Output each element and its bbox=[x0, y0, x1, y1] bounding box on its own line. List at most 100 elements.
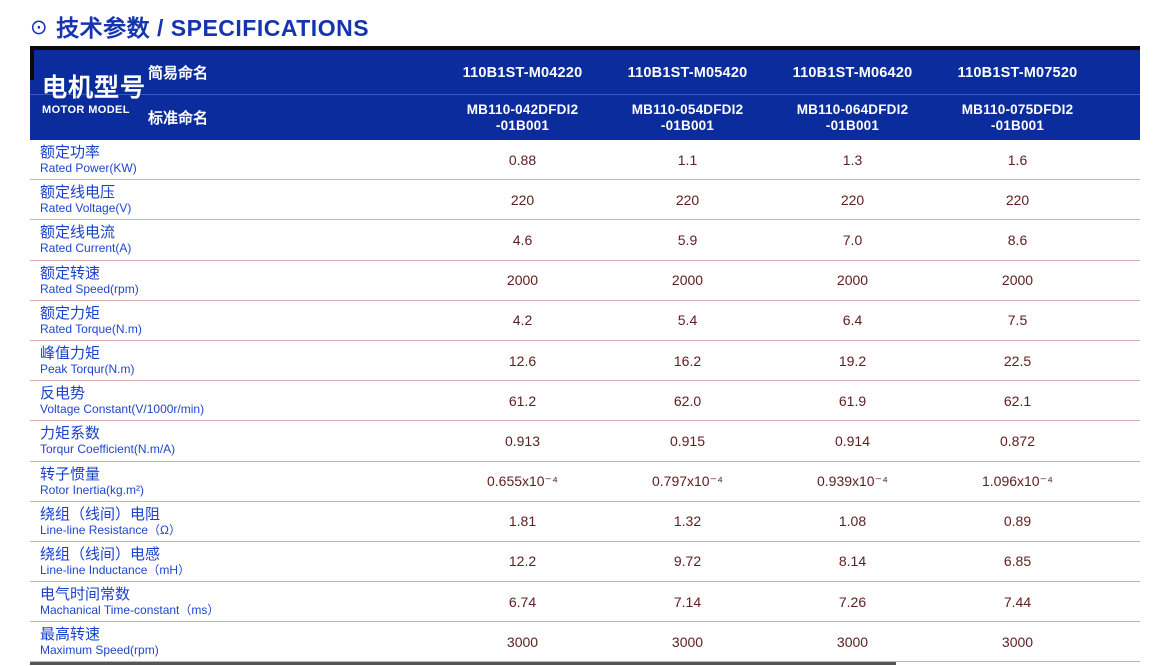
cell-value: 2000 bbox=[506, 272, 539, 289]
row-label-zh: 额定线电流 bbox=[40, 224, 116, 242]
cell-value: 16.2 bbox=[673, 352, 702, 369]
row-label: 电气时间常数 Machanical Time-constant（ms） bbox=[30, 586, 440, 617]
cell-value: 8.6 bbox=[1007, 231, 1028, 248]
cell-value: 3000 bbox=[506, 633, 539, 650]
specifications-table: 电机型号 MOTOR MODEL 简易命名 110B1ST-M04220 110… bbox=[30, 46, 1140, 666]
row-label-en: Rotor Inertia(kg.m²) bbox=[40, 482, 145, 497]
cell-value: 1.1 bbox=[677, 151, 698, 168]
cell-value: 7.5 bbox=[1007, 312, 1028, 329]
cell-value: 6.74 bbox=[508, 593, 537, 610]
row-label-en: Rated Current(A) bbox=[40, 241, 132, 256]
cell-value: 1.3 bbox=[842, 151, 863, 168]
cell-value: 6.85 bbox=[1003, 553, 1032, 570]
row-label-zh: 绕组（线间）电感 bbox=[40, 545, 161, 563]
row-label-zh: 绕组（线间）电阻 bbox=[40, 505, 161, 523]
page-title: ⊙ 技术参数 / SPECIFICATIONS bbox=[30, 9, 369, 43]
row-label: 峰值力矩 Peak Torqur(N.m) bbox=[30, 345, 440, 376]
row-label: 转子惯量 Rotor Inertia(kg.m²) bbox=[30, 466, 440, 497]
row-label: 最高转速 Maximum Speed(rpm) bbox=[30, 626, 440, 657]
row-label-zh: 额定功率 bbox=[40, 144, 101, 162]
row-label-en: Maximum Speed(rpm) bbox=[40, 643, 159, 658]
cell-value: 1.81 bbox=[508, 513, 537, 530]
cell-value: 7.0 bbox=[842, 231, 863, 248]
table-row-maximum-speed: 最高转速 Maximum Speed(rpm) 3000 3000 3000 3… bbox=[30, 622, 1140, 663]
row-label: 额定功率 Rated Power(KW) bbox=[30, 144, 440, 175]
table-row-torque-coefficient: 力矩系数 Torqur Coefficient(N.m/A) 0.913 0.9… bbox=[30, 421, 1140, 462]
row-label: 额定力矩 Rated Torque(N.m) bbox=[30, 305, 440, 336]
row-label-zh: 反电势 bbox=[40, 385, 86, 403]
row-label-en: Rated Voltage(V) bbox=[40, 201, 132, 216]
row-label-en: Rated Torque(N.m) bbox=[40, 321, 142, 336]
row-label-zh: 转子惯量 bbox=[40, 465, 101, 483]
table-bottom-accent-bar bbox=[30, 662, 896, 666]
cell-value: 12.2 bbox=[508, 553, 537, 570]
cell-value: 0.797x10⁻⁴ bbox=[651, 472, 723, 489]
cell-value: 0.872 bbox=[999, 432, 1036, 449]
table-row-rated-current: 额定线电流 Rated Current(A) 4.6 5.9 7.0 8.6 bbox=[30, 220, 1140, 261]
cell-value: 220 bbox=[675, 191, 700, 208]
model-name-col-1: 110B1ST-M04220 bbox=[462, 64, 583, 81]
cell-value: 6.4 bbox=[842, 312, 863, 329]
table-row-time-constant: 电气时间常数 Machanical Time-constant（ms） 6.74… bbox=[30, 582, 1140, 623]
row-label-en: Machanical Time-constant（ms） bbox=[40, 603, 220, 618]
table-row-line-inductance: 绕组（线间）电感 Line-line Inductance（mH） 12.2 9… bbox=[30, 542, 1140, 583]
motor-model-cell: 电机型号 MOTOR MODEL bbox=[42, 50, 154, 140]
row-label: 额定线电压 Rated Voltage(V) bbox=[30, 184, 440, 215]
row-label: 额定线电流 Rated Current(A) bbox=[30, 224, 440, 255]
cell-value: 7.44 bbox=[1003, 593, 1032, 610]
table-row-rotor-inertia: 转子惯量 Rotor Inertia(kg.m²) 0.655x10⁻⁴ 0.7… bbox=[30, 462, 1140, 502]
cell-value: 0.914 bbox=[834, 432, 871, 449]
cell-value: 7.26 bbox=[838, 593, 867, 610]
cell-value: 9.72 bbox=[673, 553, 702, 570]
row-label-en: Torqur Coefficient(N.m/A) bbox=[40, 442, 176, 457]
row-label: 力矩系数 Torqur Coefficient(N.m/A) bbox=[30, 425, 440, 456]
table-row-rated-power: 额定功率 Rated Power(KW) 0.88 1.1 1.3 1.6 bbox=[30, 140, 1140, 181]
cell-value: 61.9 bbox=[838, 392, 867, 409]
cell-value: 2000 bbox=[836, 272, 869, 289]
row-label-en: Voltage Constant(V/1000r/min) bbox=[40, 402, 205, 417]
cell-value: 2000 bbox=[671, 272, 704, 289]
row-label-zh: 额定转速 bbox=[40, 264, 101, 282]
cell-value: 22.5 bbox=[1003, 352, 1032, 369]
cell-value: 5.4 bbox=[677, 312, 698, 329]
row-label-zh: 额定线电压 bbox=[40, 184, 116, 202]
row-label-en: Peak Torqur(N.m) bbox=[40, 362, 135, 377]
circle-dot-icon: ⊙ bbox=[30, 15, 49, 39]
simple-naming-row: 简易命名 110B1ST-M04220 110B1ST-M05420 110B1… bbox=[30, 50, 1140, 95]
motor-model-label-zh: 电机型号 bbox=[42, 73, 147, 102]
cell-value: 0.939x10⁻⁴ bbox=[816, 472, 888, 489]
cell-value: 0.89 bbox=[1003, 513, 1032, 530]
row-label-en: Rated Speed(rpm) bbox=[40, 281, 139, 296]
model-name-col-2: 110B1ST-M05420 bbox=[627, 64, 748, 81]
cell-value: 0.915 bbox=[669, 432, 706, 449]
row-label-en: Line-line Inductance（mH） bbox=[40, 562, 191, 577]
cell-value: 0.88 bbox=[508, 151, 537, 168]
table-body: 额定功率 Rated Power(KW) 0.88 1.1 1.3 1.6 额定… bbox=[30, 140, 1140, 663]
header-row-divider bbox=[30, 94, 1140, 95]
cell-value: 61.2 bbox=[508, 392, 537, 409]
standard-model-col-4: MB110-075DFDI2 -01B001 bbox=[961, 101, 1074, 133]
cell-value: 2000 bbox=[1001, 272, 1034, 289]
table-row-rated-speed: 额定转速 Rated Speed(rpm) 2000 2000 2000 200… bbox=[30, 261, 1140, 301]
row-label-zh: 电气时间常数 bbox=[40, 586, 131, 604]
cell-value: 0.913 bbox=[504, 432, 541, 449]
table-row-voltage-constant: 反电势 Voltage Constant(V/1000r/min) 61.2 6… bbox=[30, 381, 1140, 422]
cell-value: 4.6 bbox=[512, 231, 533, 248]
standard-model-col-2: MB110-054DFDI2 -01B001 bbox=[631, 101, 744, 133]
cell-value: 220 bbox=[1005, 191, 1030, 208]
cell-value: 7.14 bbox=[673, 593, 702, 610]
cell-value: 3000 bbox=[836, 633, 869, 650]
page-title-text: 技术参数 / SPECIFICATIONS bbox=[56, 15, 370, 41]
row-label-zh: 额定力矩 bbox=[40, 304, 101, 322]
table-row-line-resistance: 绕组（线间）电阻 Line-line Resistance（Ω） 1.81 1.… bbox=[30, 502, 1140, 542]
row-label: 额定转速 Rated Speed(rpm) bbox=[30, 265, 440, 296]
cell-value: 12.6 bbox=[508, 352, 537, 369]
cell-value: 62.0 bbox=[673, 392, 702, 409]
standard-naming-label: 标准命名 bbox=[148, 110, 209, 127]
cell-value: 1.6 bbox=[1007, 151, 1028, 168]
cell-value: 19.2 bbox=[838, 352, 867, 369]
standard-model-col-3: MB110-064DFDI2 -01B001 bbox=[796, 101, 909, 133]
cell-value: 0.655x10⁻⁴ bbox=[486, 472, 558, 489]
table-row-rated-voltage: 额定线电压 Rated Voltage(V) 220 220 220 220 bbox=[30, 180, 1140, 221]
